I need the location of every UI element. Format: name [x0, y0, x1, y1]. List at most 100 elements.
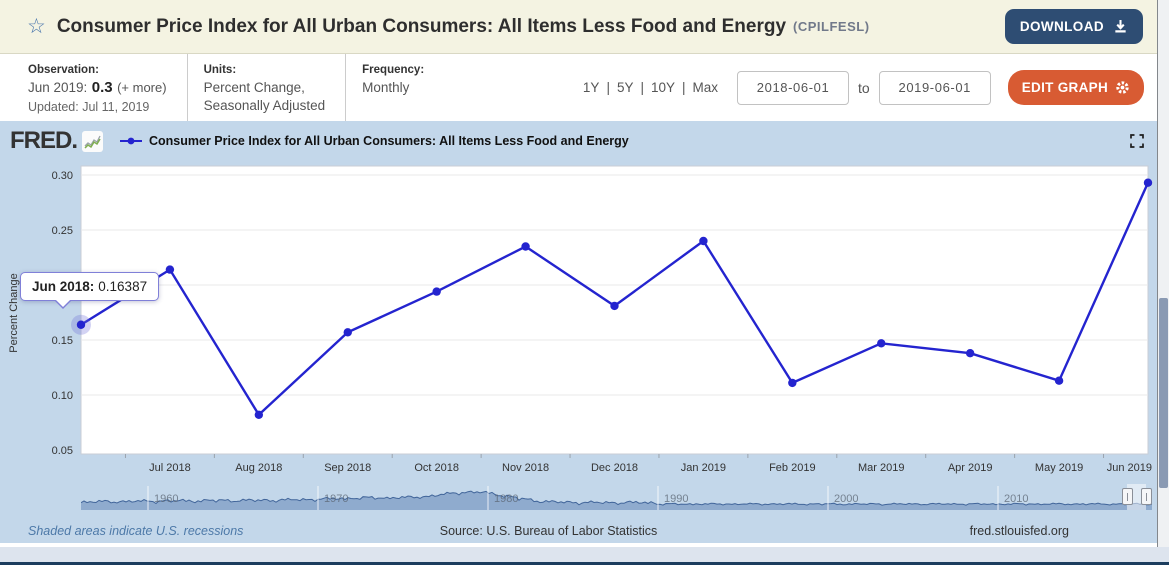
frequency-label: Frequency: [362, 64, 425, 76]
tooltip-value: 0.16387 [98, 279, 148, 294]
x-tick-label: Jun 2019 [1107, 462, 1152, 474]
data-point[interactable] [254, 410, 264, 419]
edit-graph-button[interactable]: EDIT GRAPH [1007, 70, 1144, 105]
units-section: Units: Percent Change, Seasonally Adjust… [186, 54, 346, 121]
scrubber-year-label: 2010 [1004, 493, 1028, 505]
chart-tooltip: Jun 2018: 0.16387 [20, 272, 160, 309]
y-tick-label: 0.05 [52, 445, 73, 457]
graph-toolbar: Observation: Jun 2019: 0.3 (+ more) Upda… [0, 54, 1157, 121]
range-max[interactable]: Max [692, 80, 719, 95]
data-point[interactable] [76, 320, 86, 329]
observation-value: 0.3 [91, 79, 113, 96]
x-tick-label: Jan 2019 [681, 462, 726, 474]
observation-label: Observation: [28, 64, 99, 76]
scrubber-year-label: 1980 [494, 493, 518, 505]
scrubber-area [81, 491, 1152, 510]
x-tick-label: Dec 2018 [591, 462, 638, 474]
observation-section: Observation: Jun 2019: 0.3 (+ more) Upda… [0, 54, 187, 121]
data-point[interactable] [1054, 376, 1064, 385]
legend-label: Consumer Price Index for All Urban Consu… [149, 134, 629, 148]
series-meta: Observation: Jun 2019: 0.3 (+ more) Upda… [0, 54, 444, 121]
data-point[interactable] [521, 242, 530, 251]
units-value-line1: Percent Change, [203, 80, 305, 95]
range-shortcuts: 1Y | 5Y | 10Y | Max [583, 80, 718, 95]
scrubber-year-label: 1990 [664, 493, 688, 505]
y-tick-label: 0.30 [52, 170, 73, 182]
chart-header: FRED. Consumer Price Index for All Urban… [0, 121, 1157, 161]
range-separator: | [682, 80, 686, 95]
download-icon [1115, 19, 1126, 33]
x-tick-label: May 2019 [1035, 462, 1083, 474]
range-1y[interactable]: 1Y [582, 80, 600, 95]
data-point[interactable] [788, 378, 797, 388]
x-tick-label: Feb 2019 [769, 462, 815, 474]
favorite-star-icon[interactable]: ☆ [27, 15, 46, 38]
chart-panel: FRED. Consumer Price Index for All Urban… [0, 121, 1157, 543]
observation-more-link[interactable]: (+ more) [117, 80, 167, 95]
download-button[interactable]: DOWNLOAD [1004, 9, 1143, 44]
data-point[interactable] [965, 349, 975, 358]
observation-date: Jun 2019: [28, 80, 88, 95]
units-value-line2: Seasonally Adjusted [203, 98, 326, 114]
data-point[interactable] [165, 265, 175, 274]
bottom-strip [0, 547, 1169, 562]
page-content: ☆ Consumer Price Index for All Urban Con… [0, 0, 1157, 543]
y-tick-label: 0.15 [52, 335, 73, 347]
scrubber-year-label: 1960 [154, 493, 178, 505]
x-tick-label: Sep 2018 [324, 462, 371, 474]
y-tick-label: 0.10 [52, 390, 73, 402]
frequency-value: Monthly [362, 80, 410, 95]
x-tick-label: Nov 2018 [502, 462, 549, 474]
scrollbar-thumb[interactable] [1159, 298, 1168, 488]
gear-icon [1116, 81, 1129, 94]
bottom-window-bar [0, 562, 1169, 565]
observation-updated: Updated: Jul 11, 2019 [28, 100, 150, 114]
range-5y[interactable]: 5Y [616, 80, 634, 95]
units-label: Units: [203, 64, 237, 76]
fred-logo: FRED. [10, 127, 78, 154]
data-point[interactable] [1143, 178, 1153, 187]
x-tick-label: Aug 2018 [235, 462, 282, 474]
date-range-to-label: to [858, 79, 870, 96]
range-separator: | [606, 80, 610, 95]
source-note: Source: U.S. Bureau of Labor Statistics [439, 523, 658, 538]
data-point[interactable] [699, 236, 708, 246]
x-tick-label: Jul 2018 [149, 462, 191, 474]
scrubber-year-label: 1970 [324, 493, 348, 505]
range-controls: 1Y | 5Y | 10Y | Max to EDIT GRAPH [583, 54, 1157, 121]
page-title: Consumer Price Index for All Urban Consu… [56, 15, 787, 37]
download-button-label: DOWNLOAD [1019, 19, 1104, 34]
data-point[interactable] [432, 287, 441, 296]
scrubber-svg: 1960 1970 1980 1990 2000 2010 [80, 484, 1153, 510]
x-tick-label: Mar 2019 [858, 462, 904, 474]
fullscreen-button[interactable] [1130, 134, 1144, 148]
scrubber-left-handle[interactable] [1122, 488, 1133, 505]
chart-legend: Consumer Price Index for All Urban Consu… [120, 134, 629, 148]
chart-footer: Shaded areas indicate U.S. recessions So… [0, 518, 1157, 543]
edit-graph-label: EDIT GRAPH [1021, 80, 1108, 95]
x-tick-label: Apr 2019 [948, 462, 993, 474]
scrubber-right-handle[interactable] [1141, 488, 1152, 505]
tooltip-date: Jun 2018: [32, 279, 95, 294]
x-tick-label: Oct 2018 [414, 462, 459, 474]
data-point[interactable] [877, 339, 886, 348]
site-note: fred.stlouisfed.org [969, 523, 1069, 538]
frequency-section: Frequency: Monthly [345, 54, 444, 121]
site-header: ☆ Consumer Price Index for All Urban Con… [0, 0, 1157, 54]
range-scrubber[interactable]: 1960 1970 1980 1990 2000 2010 [80, 484, 1153, 510]
range-separator: | [640, 80, 644, 95]
y-tick-label: 0.25 [52, 225, 73, 237]
scrubber-line [80, 490, 1153, 506]
fullscreen-icon [1130, 134, 1144, 148]
fred-sparkline-icon [82, 130, 103, 152]
data-point[interactable] [343, 328, 352, 337]
data-point[interactable] [610, 301, 619, 311]
range-10y[interactable]: 10Y [650, 80, 676, 95]
date-from-input[interactable] [737, 70, 850, 105]
legend-line-marker-icon [120, 137, 142, 145]
date-to-input[interactable] [878, 70, 991, 105]
recessions-note: Shaded areas indicate U.S. recessions [28, 523, 244, 538]
vertical-scrollbar[interactable] [1157, 0, 1169, 547]
